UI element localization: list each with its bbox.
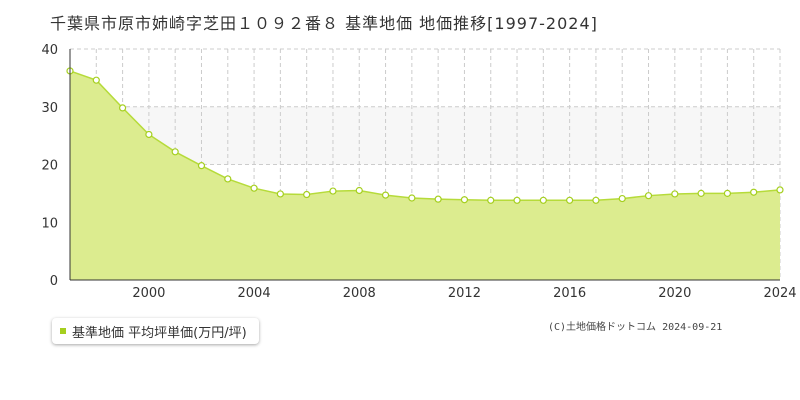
series-line [69,70,781,202]
data-point [92,76,100,84]
copyright-text: (C)土地価格ドットコム 2024-09-21 [548,322,723,333]
y-tick-label: 40 [41,43,58,58]
data-point [276,190,284,198]
y-tick-label: 0 [50,274,58,289]
x-tick-label: 2004 [238,286,271,301]
data-point [197,162,206,170]
data-point [644,192,653,200]
data-point [460,196,469,204]
x-tick-label: 2020 [658,286,691,301]
data-point [118,104,127,112]
data-point [408,194,416,202]
data-point [618,194,626,203]
x-tick-label: 2016 [553,286,586,301]
background-band [70,106,780,165]
y-tick-label: 20 [41,159,58,174]
data-point [145,130,153,139]
data-point [697,189,705,197]
data-point [592,196,600,204]
data-point [513,196,521,204]
data-point [776,186,784,194]
x-tick-label: 2008 [343,286,376,301]
data-point [671,190,679,198]
x-tick-label: 2000 [132,286,165,301]
chart-title: 千葉県市原市姉崎字芝田１０９２番８ 基準地価 地価推移[1997-2024] [50,14,598,33]
data-point [381,191,390,199]
y-tick-label: 10 [41,216,58,231]
legend-label: 基準地価 平均坪単価(万円/坪) [72,325,247,341]
data-point [171,148,179,156]
data-point [723,189,732,197]
legend-swatch-icon [60,328,66,334]
y-tick-label: 30 [41,101,58,116]
legend: 基準地価 平均坪単価(万円/坪) [52,318,259,344]
data-point [566,196,574,204]
x-tick-label: 2024 [763,286,796,301]
data-point [303,190,311,199]
data-point [250,184,258,192]
data-point [487,196,495,204]
x-tick-label: 2012 [448,286,481,301]
data-point [434,195,442,203]
series-area [70,70,780,280]
data-point [750,188,758,196]
data-point [224,175,232,183]
data-point [329,187,337,195]
data-point [539,196,547,204]
data-point [355,186,363,195]
